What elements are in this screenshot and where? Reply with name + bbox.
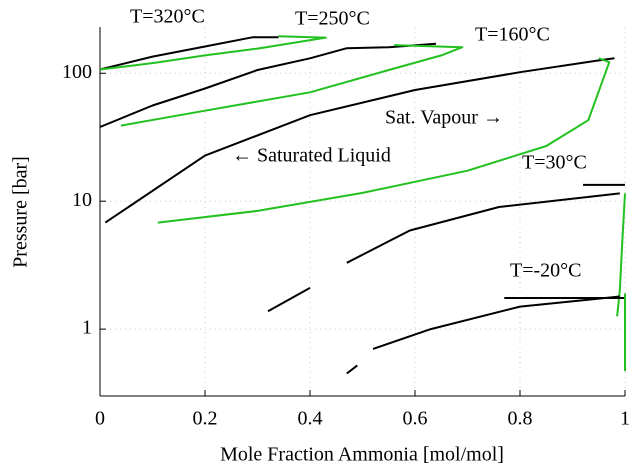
x-tick-label: 0 [95,408,105,430]
x-tick-label: 0.8 [508,408,533,430]
y-axis-label: Pressure [bar] [10,156,32,268]
y-tick-label: 100 [62,61,92,83]
y-tick-label: 1 [82,317,92,339]
series-line [346,295,620,375]
annotation: T=320°C [130,6,205,28]
series-line [104,57,615,224]
series-line [99,36,279,71]
series-line [616,193,626,317]
series-line [120,44,464,127]
annotation: Sat. Vapour → [385,107,503,129]
x-tick-label: 0.6 [403,408,428,430]
series-line [267,192,620,313]
annotation: T=160°C [475,24,550,46]
x-tick-label: 0.4 [298,408,323,430]
x-axis-label: Mole Fraction Ammonia [mol/mol] [220,444,504,466]
x-tick-label: 0.2 [193,408,218,430]
annotation: ← Saturated Liquid [232,145,391,167]
series-line [157,57,611,224]
series-line [99,42,437,128]
series-line [99,35,327,71]
annotation: T=30°C [522,152,587,174]
annotation: T=250°C [295,8,370,30]
x-tick-label: 1 [620,408,630,430]
annotation: T=-20°C [510,260,582,282]
y-tick-label: 10 [72,189,92,211]
